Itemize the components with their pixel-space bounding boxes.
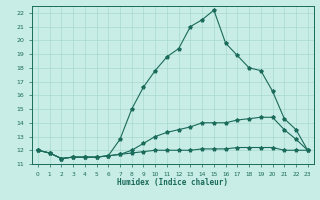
X-axis label: Humidex (Indice chaleur): Humidex (Indice chaleur) — [117, 178, 228, 187]
